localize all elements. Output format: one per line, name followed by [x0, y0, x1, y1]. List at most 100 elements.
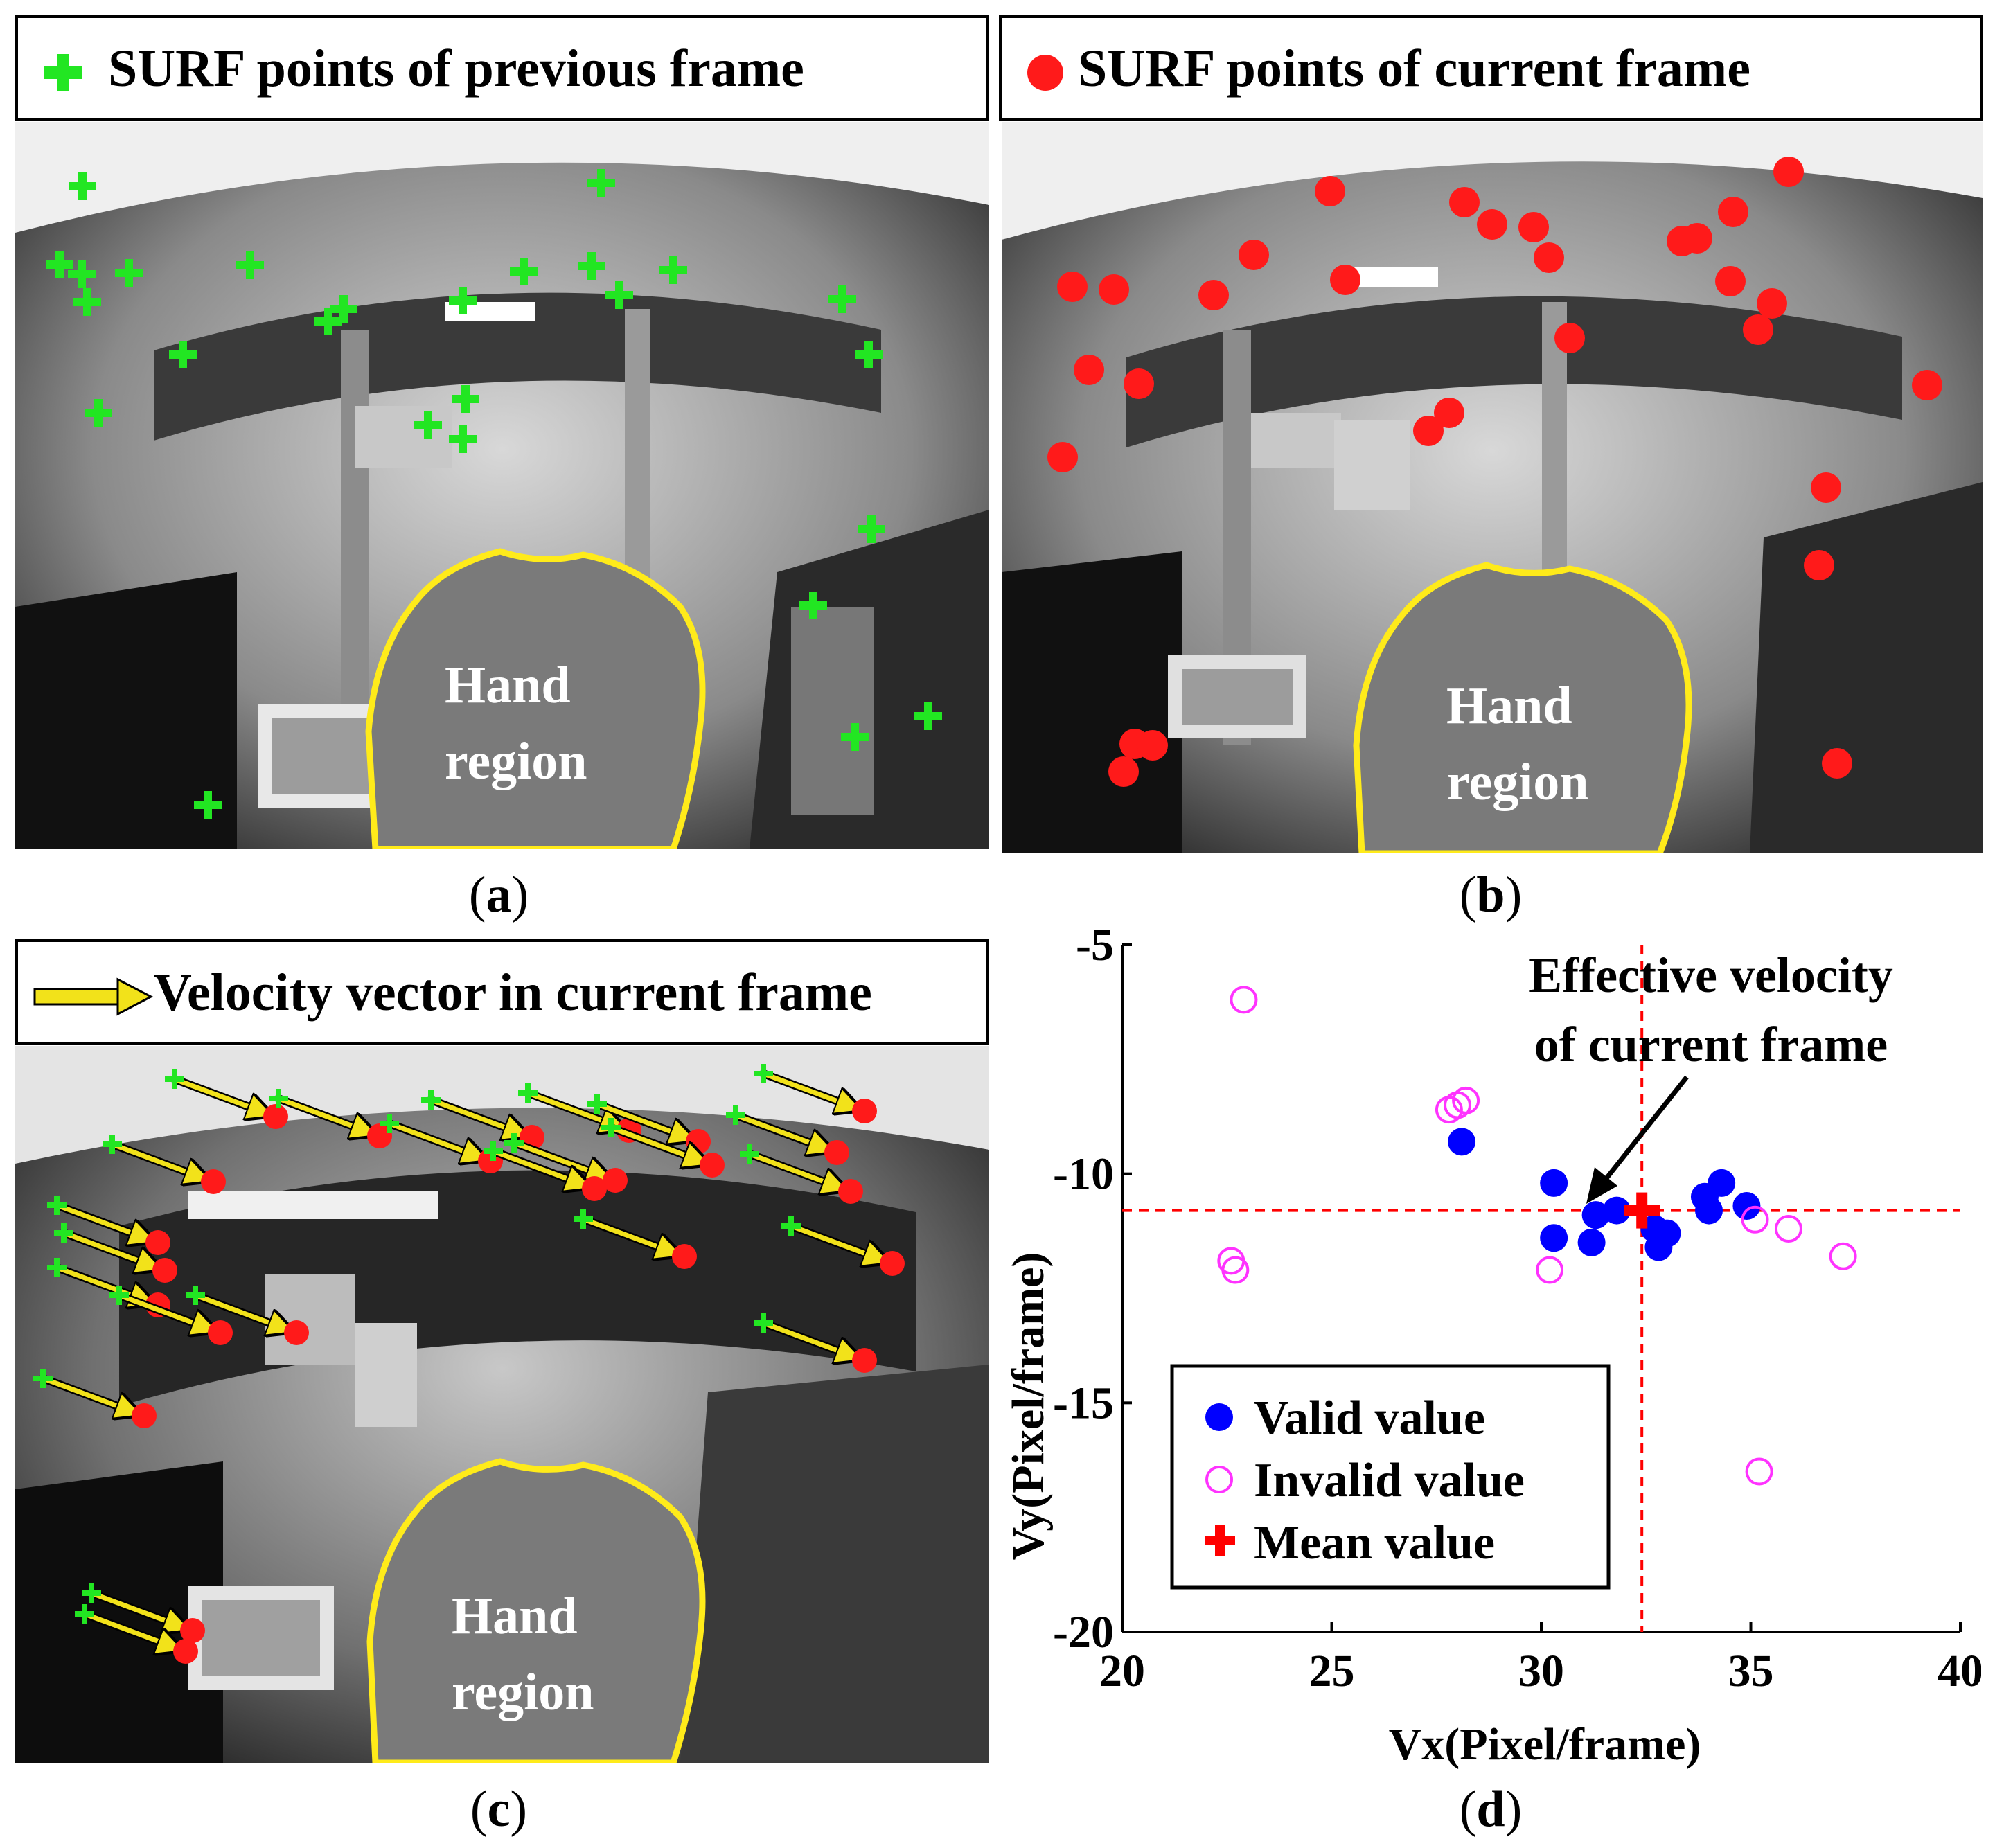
yellow-arrow-icon [33, 977, 154, 1016]
current-point-marker [208, 1320, 233, 1345]
velocity-vector [82, 1611, 176, 1648]
y-tick-label: -5 [1076, 928, 1114, 970]
invalid-point [1745, 1457, 1773, 1486]
panel-a-photo: Hand region [15, 122, 989, 849]
current-point-marker [582, 1176, 607, 1201]
legend-valid-marker [1205, 1403, 1233, 1431]
annotation-arrow [1586, 1075, 1689, 1204]
previous-point-marker [75, 1604, 94, 1624]
velocity-vector [594, 1101, 689, 1138]
velocity-vector [747, 1151, 841, 1188]
panel-c-legend-text: Velocity vector in current frame [154, 963, 872, 1022]
previous-point-marker [186, 1286, 205, 1305]
panel-a-region-label-2: region [445, 732, 587, 790]
panel-b-photo: Hand region [1002, 122, 1983, 853]
panel-b-legend: SURF points of current frame [999, 15, 1983, 121]
velocity-vector [172, 1076, 266, 1113]
previous-point-marker [754, 1313, 773, 1333]
mean-point [1624, 1192, 1660, 1229]
panel-b-region-label-1: Hand [1446, 677, 1572, 735]
current-point-marker [852, 1348, 877, 1373]
legend-valid-label: Valid value [1254, 1392, 1485, 1445]
valid-point [1602, 1196, 1631, 1225]
panel-a-caption: (a) [468, 867, 529, 923]
panel-c-region-label-2: region [452, 1663, 594, 1721]
annotation-line-1: Effective velocity [1529, 948, 1893, 1003]
panel-b-points [1047, 157, 1942, 787]
valid-point [1708, 1169, 1736, 1197]
velocity-vector [109, 1141, 204, 1178]
previous-point-marker [47, 1258, 66, 1277]
panel-c-region-label-1: Hand [452, 1587, 578, 1645]
velocity-vector [733, 1112, 827, 1149]
velocity-vector [40, 1376, 134, 1412]
current-point-marker [672, 1244, 697, 1269]
y-tick-label: -20 [1053, 1607, 1114, 1658]
velocity-vector [276, 1096, 370, 1132]
invalid-point [1536, 1256, 1564, 1284]
previous-point-marker [103, 1135, 122, 1154]
current-point-marker [263, 1104, 288, 1129]
scatter-chart: 20 25 30 35 40 -5 -10 -15 -20 Effective velocity… [1003, 928, 1981, 1770]
invalid-point [1452, 1086, 1480, 1114]
panel-c-vectors [33, 1064, 905, 1664]
current-point-marker [284, 1320, 309, 1345]
y-axis-label: Vy(Pixel/frame) [1003, 1252, 1054, 1561]
previous-point-marker [484, 1141, 503, 1161]
current-point-marker [824, 1140, 849, 1165]
invalid-point [1774, 1215, 1802, 1243]
panel-a-region-label-1: Hand [445, 656, 571, 714]
red-dot-icon [1027, 55, 1063, 91]
velocity-vector [89, 1590, 183, 1627]
velocity-vector [788, 1223, 883, 1260]
valid-point [1540, 1224, 1568, 1252]
current-point-marker [132, 1403, 157, 1428]
current-point-marker [201, 1169, 226, 1194]
previous-point-marker [165, 1069, 184, 1089]
valid-point [1653, 1219, 1681, 1247]
previous-point-marker [726, 1105, 745, 1125]
valid-point [1695, 1196, 1723, 1225]
x-tick-label: 35 [1728, 1646, 1774, 1696]
velocity-vector [490, 1148, 585, 1185]
legend-invalid-label: Invalid value [1254, 1454, 1525, 1507]
previous-point-marker [33, 1369, 53, 1388]
valid-point [1581, 1201, 1610, 1229]
invalid-point [1741, 1205, 1769, 1234]
valid-point [1577, 1228, 1606, 1256]
hand-region-outline [366, 1458, 706, 1763]
velocity-vector [428, 1097, 522, 1134]
panel-a-legend-text: SURF points of previous frame [108, 39, 804, 98]
x-tick-label: 30 [1518, 1646, 1564, 1696]
velocity-vector [54, 1265, 148, 1301]
invalid-point [1221, 1256, 1250, 1284]
current-point-marker [880, 1251, 905, 1276]
legend-invalid-marker [1205, 1466, 1233, 1493]
chart-legend: Valid value Invalid value Mean value [1170, 1364, 1611, 1590]
panel-b-legend-text: SURF points of current frame [1078, 39, 1750, 98]
velocity-vector [761, 1320, 855, 1357]
previous-point-marker [47, 1196, 66, 1215]
panel-c-scene [15, 1046, 989, 1763]
current-point-marker [838, 1179, 863, 1204]
hand-region-outline [365, 548, 706, 849]
panel-c-photo: Hand region [15, 1046, 989, 1763]
panel-c-caption: (c) [470, 1781, 528, 1838]
previous-point-marker [587, 1094, 607, 1114]
previous-point-marker [574, 1209, 593, 1229]
previous-point-marker [82, 1583, 101, 1603]
velocity-vector [387, 1121, 481, 1157]
valid-point [1540, 1169, 1568, 1197]
panel-d-caption: (d) [1459, 1781, 1523, 1838]
current-point-marker [173, 1639, 198, 1664]
panel-c-legend: Velocity vector in current frame [15, 939, 989, 1045]
previous-point-marker [380, 1114, 399, 1133]
previous-point-marker [54, 1223, 73, 1243]
panel-b-region-label-2: region [1446, 753, 1589, 811]
previous-point-marker [504, 1133, 524, 1153]
current-point-marker [145, 1230, 170, 1255]
velocity-vector [761, 1071, 855, 1108]
current-point-marker [152, 1258, 177, 1283]
velocity-vector [193, 1292, 287, 1329]
green-plus-icon [44, 54, 82, 91]
